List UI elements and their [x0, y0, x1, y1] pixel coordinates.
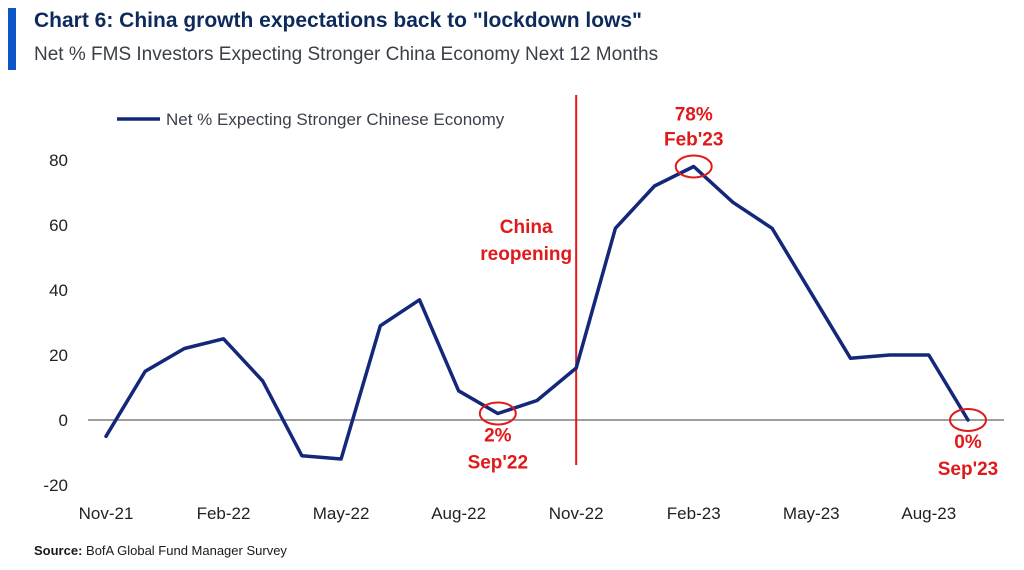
- x-axis: Nov-21 Feb-22 May-22 Aug-22 Nov-22 Feb-23 May-…: [79, 504, 957, 523]
- series-line: [104, 164, 970, 461]
- y-tick-label: 80: [49, 151, 68, 170]
- china-reopening-marker: China reopening: [480, 95, 578, 465]
- x-tick-label: Aug-23: [901, 504, 956, 523]
- chart-subtitle: Net % FMS Investors Expecting Stronger C…: [34, 44, 659, 65]
- annotation-circle: [478, 401, 517, 426]
- source-note: Source: BofA Global Fund Manager Survey: [34, 543, 287, 558]
- annotation-label: 78%: [675, 105, 713, 126]
- x-tick-label: Feb-22: [197, 504, 251, 523]
- annotation-label: Feb'23: [664, 130, 723, 151]
- x-tick-label: Nov-21: [79, 504, 134, 523]
- legend-label: Net % Expecting Stronger Chinese Economy: [166, 110, 505, 129]
- annotation-label: 0%: [954, 432, 982, 453]
- x-tick-label: Nov-22: [549, 504, 604, 523]
- source-text: BofA Global Fund Manager Survey: [86, 543, 287, 558]
- x-tick-label: Feb-23: [667, 504, 721, 523]
- y-axis: -20 0 20 40 60 80: [43, 151, 68, 495]
- annotation-label: Sep'22: [468, 453, 529, 474]
- annotation-circle: [949, 408, 987, 432]
- chart-title: Chart 6: China growth expectations back …: [34, 9, 642, 32]
- y-tick-label: -20: [43, 476, 68, 495]
- x-tick-label: May-23: [783, 504, 840, 523]
- title-accent-bar: [8, 8, 16, 70]
- x-tick-label: May-22: [313, 504, 370, 523]
- annotation-circle: [674, 154, 713, 179]
- reopening-label: China: [500, 217, 553, 238]
- y-tick-label: 20: [49, 346, 68, 365]
- legend: Net % Expecting Stronger Chinese Economy: [117, 110, 505, 129]
- annotation-label: 2%: [484, 426, 512, 447]
- y-tick-label: 40: [49, 281, 68, 300]
- annotation-label: Sep'23: [938, 459, 999, 480]
- annotations: 78% Feb'23 2% Sep'22 0% Sep'23: [468, 105, 999, 481]
- source-label: Source:: [34, 543, 83, 558]
- y-tick-label: 60: [49, 216, 68, 235]
- x-tick-label: Aug-22: [431, 504, 486, 523]
- reopening-label: reopening: [480, 244, 572, 265]
- y-tick-label: 0: [59, 411, 68, 430]
